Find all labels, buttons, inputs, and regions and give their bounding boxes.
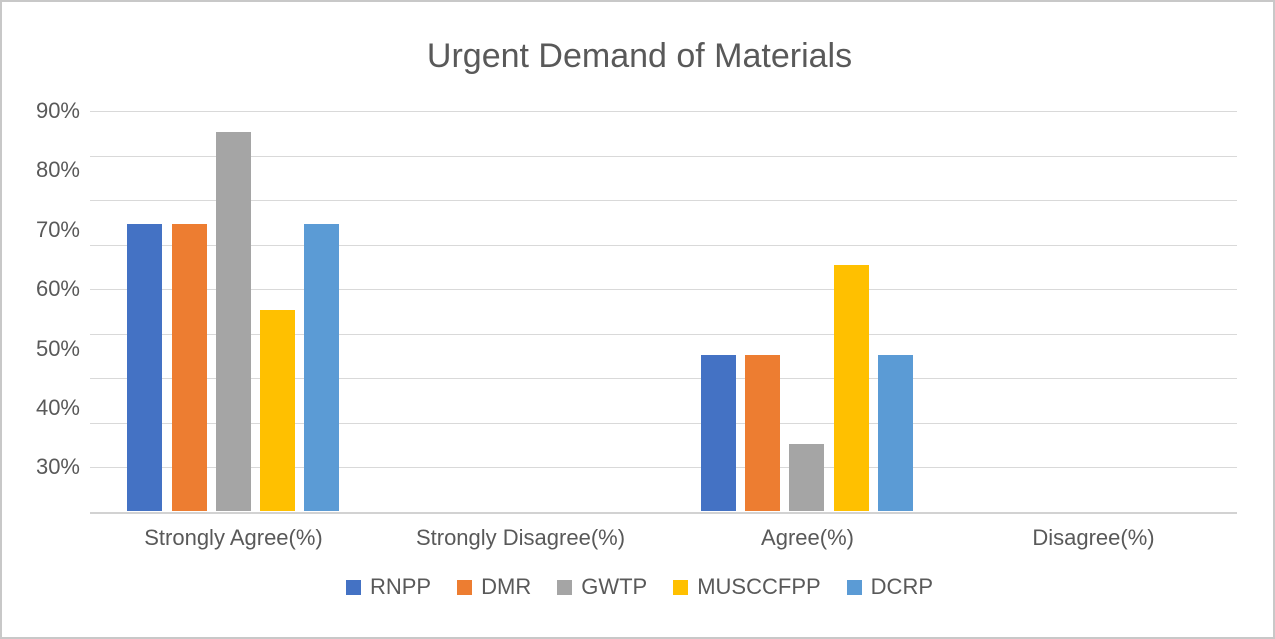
x-category-label: Strongly Disagree(%) <box>415 525 626 550</box>
x-category-label: Disagree(%) <box>1032 525 1155 550</box>
y-gridline <box>90 289 1237 290</box>
y-tick-label: 30% <box>35 454 80 479</box>
legend-label: MUSCCFPP <box>697 574 821 599</box>
y-tick-label: 40% <box>35 395 80 420</box>
y-gridline <box>90 245 1237 246</box>
legend-label: RNPP <box>369 574 432 599</box>
y-gridline <box>90 334 1237 335</box>
y-gridline <box>90 200 1237 201</box>
y-tick-label: 90% <box>35 98 80 123</box>
x-category-label: Strongly Agree(%) <box>144 525 323 550</box>
y-tick-label: 60% <box>35 276 80 301</box>
y-tick-label: 70% <box>35 217 80 242</box>
chart-title: Urgent Demand of Materials <box>426 37 853 75</box>
x-axis-line <box>90 512 1237 514</box>
y-gridline <box>90 378 1237 379</box>
y-tick-label: 80% <box>35 157 80 182</box>
y-tick-label: 50% <box>35 336 80 361</box>
legend-swatch-dcrp <box>846 579 862 595</box>
legend-label: DMR <box>481 574 532 599</box>
y-gridline <box>90 156 1237 157</box>
y-gridline <box>90 111 1237 112</box>
bar-rnpp-cat0 <box>127 224 162 511</box>
y-gridline <box>90 423 1237 424</box>
bar-rnpp-cat2 <box>701 355 736 511</box>
bar-dmr-cat2 <box>745 355 780 511</box>
bar-gwtp-cat2 <box>789 444 824 511</box>
legend-item-dmr: DMR <box>457 574 531 600</box>
legend-item-dcrp: DCRP <box>846 574 934 600</box>
y-gridline <box>90 467 1237 468</box>
bar-dcrp-cat0 <box>304 224 339 511</box>
bar-dmr-cat0 <box>172 224 207 511</box>
bar-dcrp-cat2 <box>878 355 913 511</box>
x-category-label: Agree(%) <box>761 525 854 550</box>
legend: RNPP DMR GWTP MUSCCFPP DCRP <box>2 572 1273 602</box>
legend-item-musccfpp: MUSCCFPP <box>673 574 821 600</box>
legend-swatch-gwtp <box>557 579 573 595</box>
legend-swatch-musccfpp <box>673 579 689 595</box>
legend-label: DCRP <box>870 574 934 599</box>
legend-swatch-dmr <box>457 579 473 595</box>
legend-swatch-rnpp <box>345 579 361 595</box>
legend-label: GWTP <box>581 574 648 599</box>
legend-item-rnpp: RNPP <box>345 574 432 600</box>
bar-gwtp-cat0 <box>216 132 251 511</box>
legend-item-gwtp: GWTP <box>557 574 647 600</box>
bar-musccfpp-cat2 <box>834 265 869 511</box>
bar-musccfpp-cat0 <box>260 310 295 511</box>
